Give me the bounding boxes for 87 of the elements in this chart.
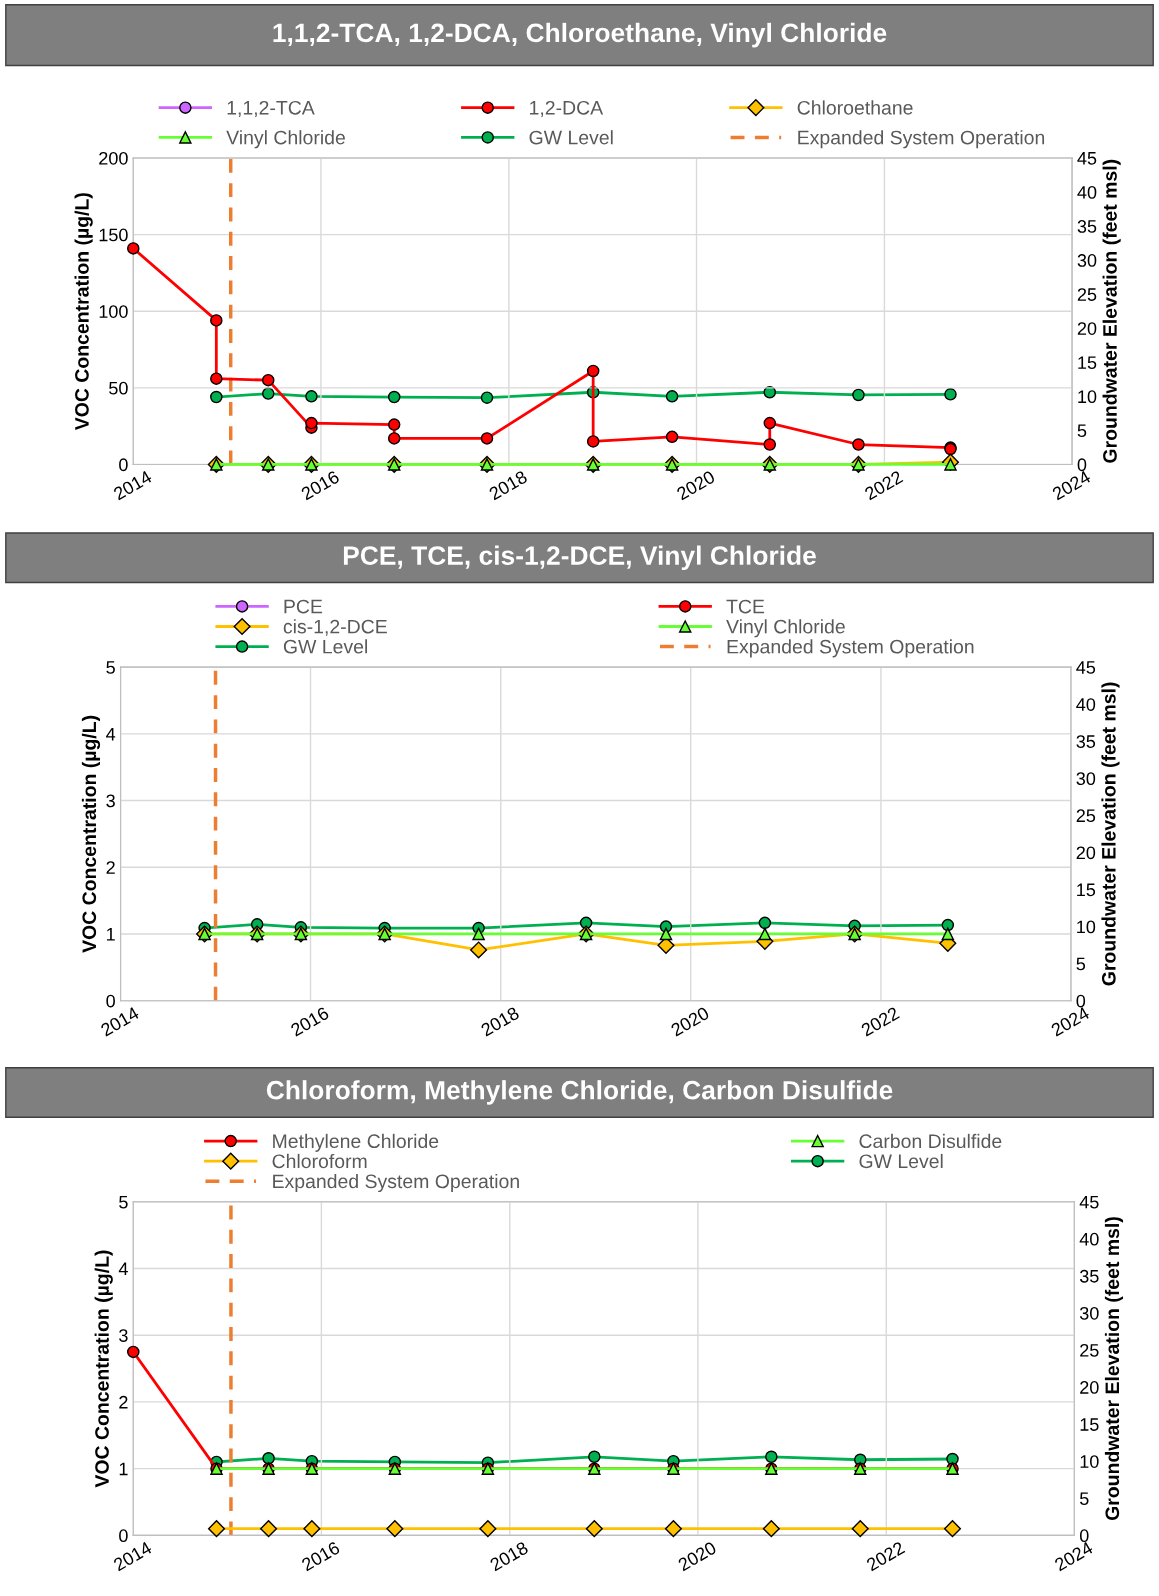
y-tick-label: 50 xyxy=(109,381,128,395)
y2-tick-label: 45 xyxy=(1076,661,1096,674)
legend-label: Methylene Chloride xyxy=(273,1133,439,1152)
y2-tick-label: 20 xyxy=(1077,322,1097,335)
y2-tick-label: 5 xyxy=(1079,1492,1089,1506)
x-tick-label: 2020 xyxy=(670,1006,710,1037)
y2-tick-label: 15 xyxy=(1077,883,1096,897)
legend-label: cis-1,2-DCE xyxy=(283,619,387,636)
y2-tick-label: 35 xyxy=(1076,735,1096,748)
legend-label: Vinyl Chloride xyxy=(226,130,345,149)
y-axis-title: VOC Concentration (µg/L) xyxy=(74,193,93,431)
y2-tick-label: 45 xyxy=(1077,152,1097,165)
y2-axis-title: Groundwater Elevation (feet msl) xyxy=(1104,1217,1124,1521)
x-tick-label: 2020 xyxy=(675,470,716,501)
legend-label: Expanded System Operation xyxy=(727,639,974,658)
y2-tick-label: 15 xyxy=(1078,356,1097,370)
y-tick-label: 0 xyxy=(119,1529,128,1543)
y2-tick-label: 30 xyxy=(1076,772,1096,786)
legend-label: GW Level xyxy=(283,639,367,654)
legend-label: 1,1,2-TCA xyxy=(227,100,315,117)
legend-label: 1,2-DCA xyxy=(530,100,604,117)
y-tick-label: 0 xyxy=(119,458,128,472)
legend-label: GW Level xyxy=(859,1153,943,1169)
y2-tick-label: 35 xyxy=(1077,220,1097,233)
y2-tick-label: 45 xyxy=(1079,1195,1099,1209)
y2-tick-label: 20 xyxy=(1080,1381,1099,1394)
legend-label: Chloroethane xyxy=(797,100,913,115)
y-tick-label: 5 xyxy=(106,661,115,674)
legend-label: Vinyl Chloride xyxy=(726,619,845,638)
y2-tick-label: 30 xyxy=(1077,254,1097,267)
legend-label: Expanded System Operation xyxy=(798,130,1045,149)
y-tick-label: 1 xyxy=(107,928,115,941)
y2-tick-label: 15 xyxy=(1080,1418,1099,1431)
y-tick-label: 4 xyxy=(118,1262,128,1276)
x-tick-label: 2020 xyxy=(677,1540,718,1572)
y-tick-label: 2 xyxy=(106,861,115,874)
y2-tick-label: 0 xyxy=(1079,1529,1089,1543)
x-tick-label: 2022 xyxy=(860,1006,900,1037)
x-tick-label: 2016 xyxy=(300,470,341,501)
y-tick-label: 1 xyxy=(119,1462,128,1476)
chart-title: Chloroform, Methylene Chloride, Carbon Disulfide xyxy=(266,1080,893,1105)
x-tick-label: 2022 xyxy=(863,470,904,501)
y-tick-label: 200 xyxy=(99,151,128,165)
y2-tick-label: 5 xyxy=(1076,957,1086,971)
y-tick-label: 2 xyxy=(119,1395,128,1409)
y2-tick-label: 40 xyxy=(1076,698,1096,711)
x-tick-label: 2018 xyxy=(489,1541,529,1572)
y-axis-title: VOC Concentration (µg/L) xyxy=(94,1250,113,1488)
y2-tick-label: 35 xyxy=(1079,1269,1099,1283)
y2-tick-label: 25 xyxy=(1077,288,1097,301)
y2-tick-label: 10 xyxy=(1078,390,1097,404)
y2-tick-label: 20 xyxy=(1076,846,1096,860)
legend-label: TCE xyxy=(726,599,765,614)
y2-tick-label: 10 xyxy=(1080,1455,1099,1468)
y-axis-title: VOC Concentration (µg/L) xyxy=(81,715,101,953)
y-tick-label: 100 xyxy=(99,305,128,318)
y-tick-label: 150 xyxy=(99,228,128,242)
y2-tick-label: 0 xyxy=(1077,458,1087,472)
y2-tick-label: 25 xyxy=(1076,809,1096,823)
y2-tick-label: 40 xyxy=(1079,1232,1099,1246)
y2-axis-title: Groundwater Elevation (feet msl) xyxy=(1102,159,1121,463)
y-tick-label: 3 xyxy=(106,794,115,808)
chart-title: PCE, TCE, cis-1,2-DCE, Vinyl Chloride xyxy=(343,545,816,571)
legend-label: Expanded System Operation xyxy=(273,1173,519,1193)
y-tick-label: 0 xyxy=(106,994,115,1008)
y2-tick-label: 25 xyxy=(1080,1343,1099,1357)
legend-label: Chloroform xyxy=(272,1153,367,1169)
y-tick-label: 4 xyxy=(106,727,116,741)
legend-label: GW Level xyxy=(529,130,613,145)
y-tick-label: 5 xyxy=(119,1195,128,1209)
x-tick-label: 2016 xyxy=(300,1541,341,1572)
y2-tick-label: 0 xyxy=(1076,994,1086,1008)
x-tick-label: 2018 xyxy=(488,470,528,501)
x-tick-label: 2024 xyxy=(1050,1006,1091,1037)
x-tick-label: 2016 xyxy=(289,1006,330,1037)
y-tick-label: 3 xyxy=(119,1329,128,1342)
legend-label: Carbon Disulfide xyxy=(859,1133,1002,1149)
x-tick-label: 2022 xyxy=(865,1541,906,1572)
y2-tick-label: 30 xyxy=(1079,1306,1099,1320)
x-tick-label: 2014 xyxy=(99,1006,140,1037)
y2-tick-label: 40 xyxy=(1077,185,1097,199)
x-tick-label: 2018 xyxy=(480,1006,520,1037)
chart-title: 1,1,2-TCA, 1,2-DCA, Chloroethane, Vinyl Chloride xyxy=(273,22,887,48)
y2-tick-label: 10 xyxy=(1077,920,1096,934)
legend-label: PCE xyxy=(284,599,323,614)
y2-tick-label: 5 xyxy=(1077,424,1087,438)
y2-axis-title: Groundwater Elevation (feet msl) xyxy=(1101,682,1120,986)
